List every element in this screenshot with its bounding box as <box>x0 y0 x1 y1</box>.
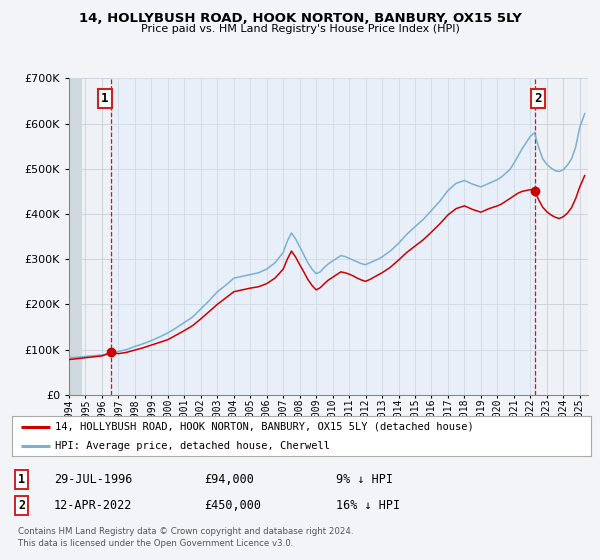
Text: 14, HOLLYBUSH ROAD, HOOK NORTON, BANBURY, OX15 5LY (detached house): 14, HOLLYBUSH ROAD, HOOK NORTON, BANBURY… <box>55 422 474 432</box>
Text: 9% ↓ HPI: 9% ↓ HPI <box>336 473 393 486</box>
Text: Price paid vs. HM Land Registry's House Price Index (HPI): Price paid vs. HM Land Registry's House … <box>140 24 460 34</box>
Text: 2: 2 <box>535 92 542 105</box>
Text: 14, HOLLYBUSH ROAD, HOOK NORTON, BANBURY, OX15 5LY: 14, HOLLYBUSH ROAD, HOOK NORTON, BANBURY… <box>79 12 521 25</box>
Text: 1: 1 <box>18 473 25 486</box>
Text: 29-JUL-1996: 29-JUL-1996 <box>54 473 133 486</box>
Text: 16% ↓ HPI: 16% ↓ HPI <box>336 499 400 512</box>
Text: HPI: Average price, detached house, Cherwell: HPI: Average price, detached house, Cher… <box>55 441 331 450</box>
Text: £450,000: £450,000 <box>204 499 261 512</box>
Text: Contains HM Land Registry data © Crown copyright and database right 2024.: Contains HM Land Registry data © Crown c… <box>18 527 353 536</box>
Text: 12-APR-2022: 12-APR-2022 <box>54 499 133 512</box>
Bar <box>112 78 535 395</box>
Text: 1: 1 <box>101 92 109 105</box>
Text: 2: 2 <box>18 499 25 512</box>
Text: £94,000: £94,000 <box>204 473 254 486</box>
Text: This data is licensed under the Open Government Licence v3.0.: This data is licensed under the Open Gov… <box>18 539 293 548</box>
